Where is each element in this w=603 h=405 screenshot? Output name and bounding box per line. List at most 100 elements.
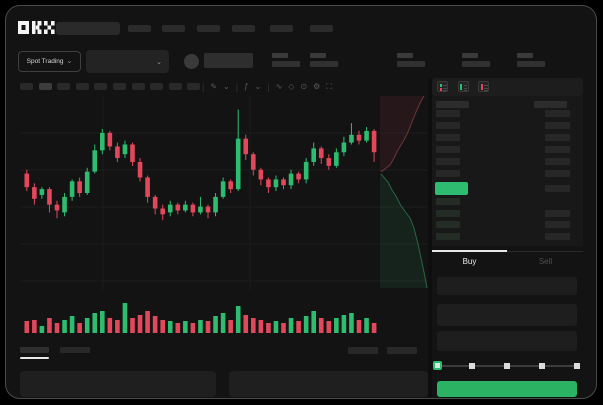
settings-icon[interactable]: ⚙ (313, 82, 321, 91)
nav-item-placeholder[interactable] (270, 25, 293, 32)
ask-amount-placeholder (545, 134, 570, 141)
okx-logo[interactable] (18, 21, 56, 35)
ask-price-placeholder[interactable] (436, 110, 460, 117)
bid-amount-placeholder (545, 233, 570, 240)
okx-logo-icon (18, 21, 55, 34)
slider-handle[interactable] (433, 361, 442, 370)
pair-selector-dropdown[interactable]: ⌄ (86, 50, 169, 73)
timeframe-button-placeholder[interactable] (113, 83, 126, 90)
view-mode-color-bar (439, 83, 442, 87)
price-input[interactable] (437, 277, 577, 295)
order-book-header (432, 78, 583, 96)
toolbar-divider: | (202, 81, 205, 92)
view-mode-line (484, 87, 488, 89)
tab-divider (432, 251, 583, 252)
chart-tools: | ✎ ⌄ | ƒ ⌄ | ∿ ◇ ⊙ ⚙ ⛶ (202, 80, 332, 93)
timeframe-button-placeholder[interactable] (94, 83, 108, 90)
draw-tools-icon[interactable]: ✎ (210, 82, 218, 91)
ask-price-placeholder[interactable] (436, 146, 460, 153)
timeframe-button-placeholder[interactable] (57, 83, 71, 90)
total-input[interactable] (437, 331, 577, 351)
stat-value-placeholder (397, 61, 425, 67)
timeframe-button-placeholder[interactable] (187, 83, 201, 90)
view-mode-color-bar (439, 87, 442, 91)
chart-range-placeholder[interactable] (387, 347, 417, 354)
ask-price-placeholder[interactable] (436, 122, 460, 129)
slider-stop[interactable] (574, 363, 580, 369)
view-mode-line (443, 90, 447, 91)
chevron-down-icon[interactable]: ⌄ (254, 82, 262, 91)
eraser-icon[interactable]: ◇ (288, 82, 295, 91)
bid-price-placeholder[interactable] (436, 198, 460, 205)
view-mode-color-bar (480, 84, 483, 90)
timeframe-button-placeholder[interactable] (168, 83, 182, 90)
toolbar-divider: | (235, 81, 239, 92)
bid-price-placeholder[interactable] (436, 233, 460, 240)
stat-value-placeholder (310, 61, 338, 67)
bottom-tab-placeholder[interactable] (60, 347, 90, 353)
orderbook-bids-icon[interactable] (457, 81, 469, 92)
chart-range-placeholder[interactable] (348, 347, 378, 354)
pair-name-placeholder (204, 53, 253, 68)
timeframe-button-placeholder[interactable] (131, 83, 145, 90)
timeframe-button-placeholder[interactable] (38, 83, 52, 90)
nav-item-placeholder[interactable] (310, 25, 333, 32)
ask-price-placeholder[interactable] (436, 134, 460, 141)
buy-submit-button[interactable] (437, 381, 577, 397)
stat-value-placeholder (272, 61, 300, 67)
volume-bars (24, 303, 377, 333)
ask-amount-placeholder (545, 110, 570, 117)
nav-item-placeholder[interactable] (232, 25, 255, 32)
stat-label-placeholder (517, 53, 533, 58)
bid-price-placeholder[interactable] (436, 210, 460, 217)
stat-label-placeholder (272, 53, 288, 58)
bid-price-placeholder[interactable] (436, 221, 460, 228)
timeframe-button-placeholder[interactable] (20, 83, 33, 90)
coin-avatar (184, 54, 199, 69)
tab-buy[interactable]: Buy (462, 257, 477, 266)
indicators-icon[interactable]: ƒ (244, 82, 249, 91)
view-mode-line (484, 84, 488, 86)
timeframe-button-placeholder[interactable] (150, 83, 164, 90)
view-mode-line (463, 87, 467, 89)
fullscreen-icon[interactable]: ⛶ (326, 81, 332, 91)
chevron-down-icon[interactable]: ⌄ (223, 82, 230, 91)
ask-amount-placeholder (545, 122, 570, 129)
view-mode-line (463, 90, 467, 91)
slider-stop[interactable] (539, 363, 545, 369)
nav-item-placeholder[interactable] (128, 25, 151, 32)
chevron-down-icon: ⌄ (156, 58, 162, 66)
line-style-icon[interactable]: ∿ (275, 82, 283, 91)
chevron-down-icon: ⌄ (66, 57, 73, 65)
bottom-tab-placeholder[interactable] (20, 347, 49, 353)
slider-stop[interactable] (469, 363, 475, 369)
depth-chart (380, 96, 428, 289)
ask-amount-placeholder (545, 170, 570, 177)
stat-value-placeholder (462, 61, 490, 67)
tab-sell[interactable]: Sell (538, 257, 553, 266)
search-input[interactable] (56, 22, 120, 35)
ask-price-placeholder[interactable] (436, 158, 460, 165)
active-tab-indicator (432, 250, 507, 252)
orderbook-combined-icon[interactable] (437, 81, 448, 92)
nav-item-placeholder[interactable] (162, 25, 185, 32)
last-price-badge (435, 182, 468, 195)
mode-label: Spot Trading (26, 58, 64, 65)
amount-input[interactable] (437, 304, 577, 326)
view-mode-line (443, 84, 447, 86)
candlestick-chart[interactable] (20, 96, 428, 290)
ask-amount-placeholder (545, 146, 570, 153)
history-panel-placeholder (229, 371, 428, 397)
slider-stop[interactable] (504, 363, 510, 369)
nav-item-placeholder[interactable] (197, 25, 220, 32)
ask-price-placeholder[interactable] (436, 170, 460, 177)
spot-trading-selector[interactable]: Spot Trading ⌄ (18, 51, 81, 72)
orderbook-asks-icon[interactable] (478, 81, 489, 92)
stat-label-placeholder (462, 53, 478, 58)
panel-divider (428, 78, 432, 397)
column-header-placeholder (436, 101, 469, 108)
stat-value-placeholder (517, 61, 545, 67)
stat-label-placeholder (310, 53, 326, 58)
timeframe-button-placeholder[interactable] (75, 83, 89, 90)
camera-icon[interactable]: ⊙ (300, 82, 308, 91)
